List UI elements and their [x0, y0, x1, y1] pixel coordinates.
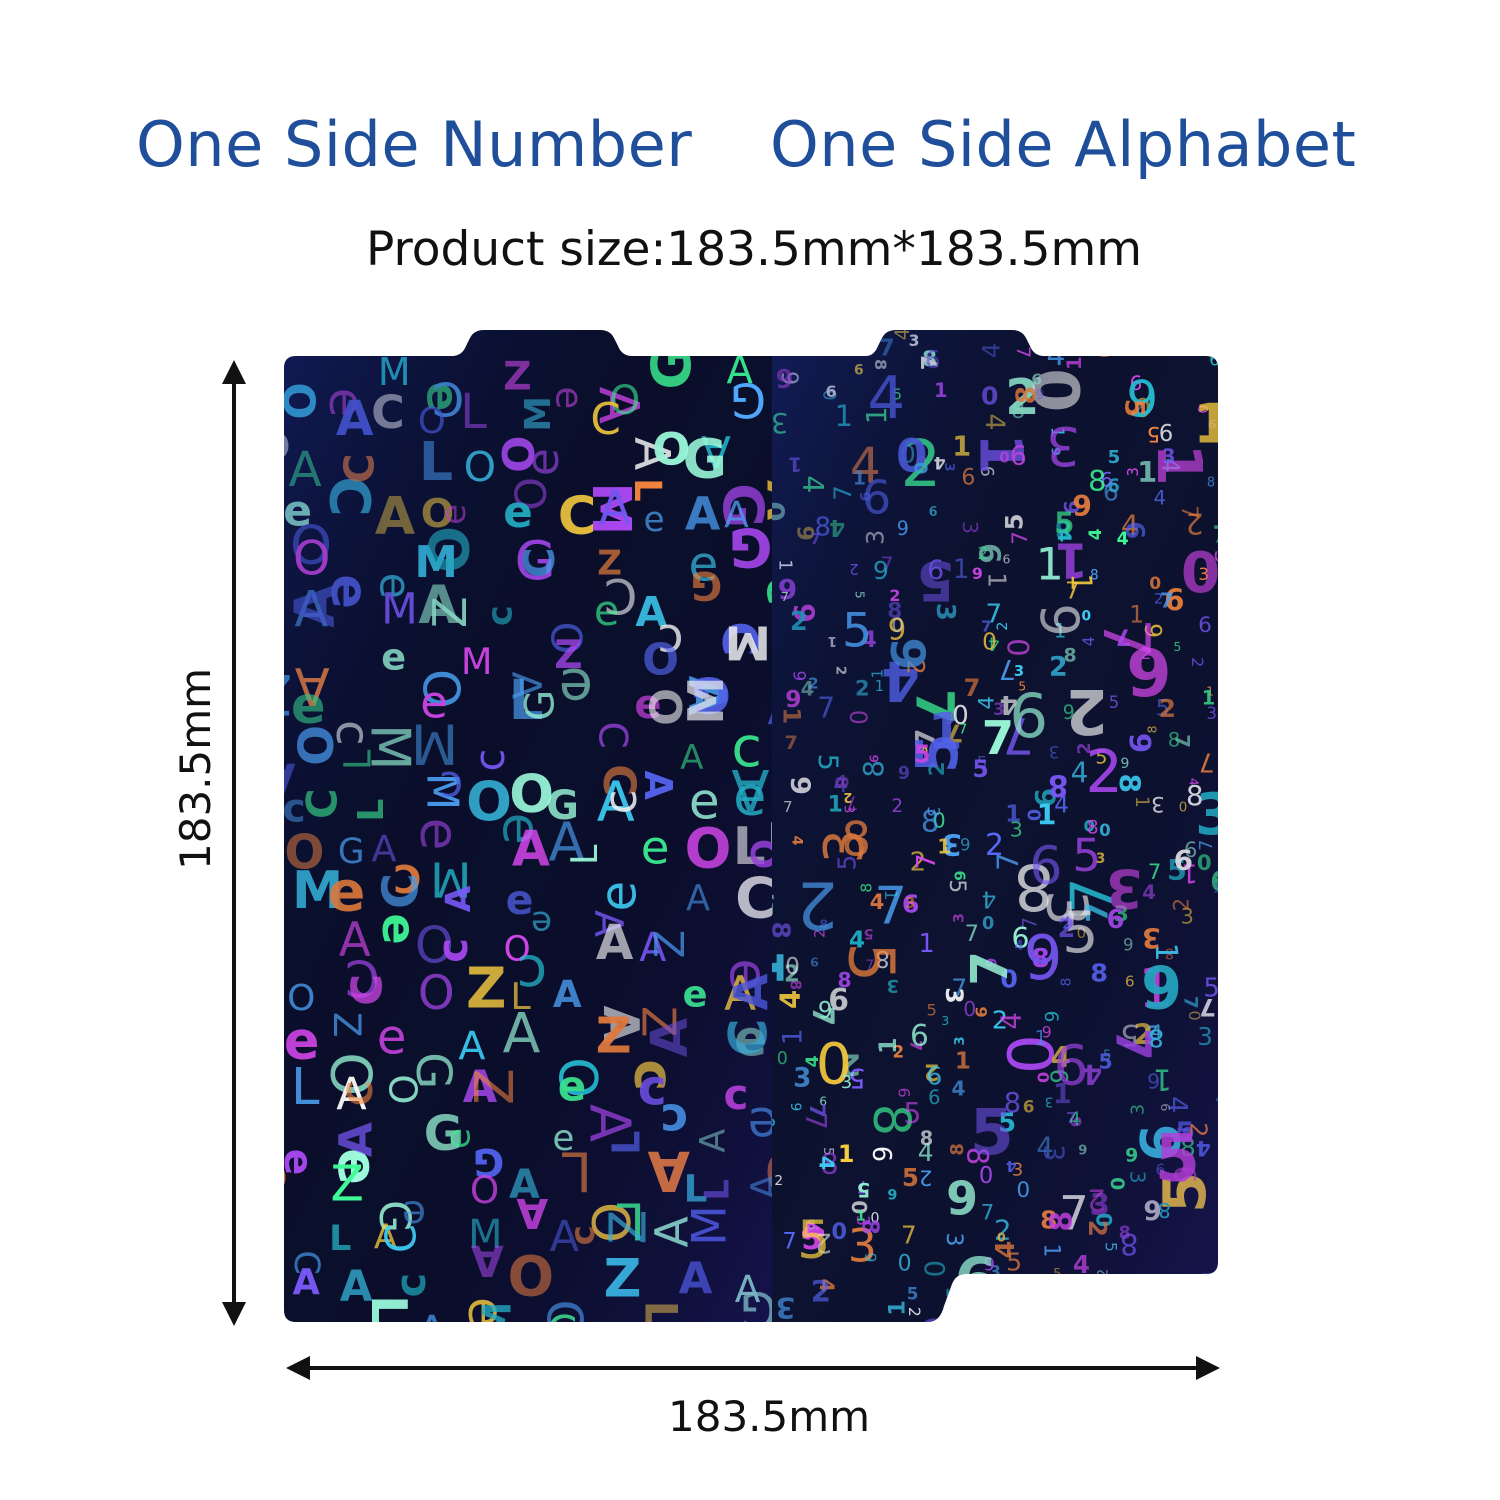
- pattern-glyph: 2: [1016, 1297, 1027, 1318]
- pattern-glyph: e: [663, 1332, 689, 1377]
- pattern-glyph: e: [366, 1343, 426, 1378]
- pattern-glyph: 0: [1180, 325, 1195, 353]
- pattern-glyph: Z: [608, 1335, 636, 1383]
- width-dimension-arrow: [286, 1356, 1220, 1380]
- pattern-glyph: 5: [1147, 1298, 1162, 1327]
- heading-alphabet-side: One Side Alphabet: [770, 108, 1357, 181]
- heading-number-side: One Side Number: [136, 108, 693, 181]
- pattern-glyph: 1: [1003, 1297, 1020, 1328]
- height-label: 183.5mm: [171, 667, 220, 870]
- pattern-glyph: 1: [1068, 1291, 1083, 1319]
- pattern-glyph: 5: [1024, 1315, 1034, 1333]
- pattern-glyph: 3: [1154, 1282, 1166, 1303]
- pattern-glyph: 2: [1199, 1287, 1213, 1295]
- product-size-text: Product size:183.5mm*183.5mm: [365, 222, 1143, 277]
- pattern-glyph: 9: [1221, 681, 1238, 712]
- pattern-glyph: 4: [1089, 1315, 1099, 1331]
- pattern-glyph: A: [256, 955, 282, 999]
- pattern-glyph: A: [312, 1336, 339, 1376]
- width-label: 183.5mm: [668, 1392, 871, 1441]
- pattern-glyph: 6: [789, 1321, 807, 1351]
- pattern-glyph: 7: [959, 1274, 972, 1297]
- pattern-glyph: O: [253, 1327, 296, 1391]
- plate-number-side: 4750535545269553115793284366686051210069…: [772, 292, 1255, 1351]
- pattern-glyph: 3: [1198, 1270, 1214, 1296]
- plate-alphabet-side: OeMeCZeAOGAGOACOLOMCAOAeACCLOOeMLGGAeOAO…: [253, 330, 772, 1391]
- pattern-glyph: 0: [1196, 326, 1222, 340]
- pattern-glyph: 6: [1162, 1298, 1172, 1316]
- heading-row: One Side Number One Side Alphabet: [0, 108, 1500, 188]
- pattern-glyph: 5: [1102, 1284, 1130, 1300]
- pattern-glyph: e: [429, 1331, 463, 1389]
- pattern-glyph: 7: [784, 292, 823, 362]
- pattern-glyph: 8: [1116, 320, 1135, 353]
- pattern-glyph: 8: [1216, 1222, 1255, 1287]
- pattern-glyph: C: [585, 1348, 640, 1383]
- pattern-glyph: 5: [1071, 327, 1084, 351]
- pattern-glyph: 0: [1117, 1318, 1138, 1330]
- height-dimension-arrow: [222, 360, 246, 1326]
- pattern-glyph: 1: [1122, 1289, 1140, 1323]
